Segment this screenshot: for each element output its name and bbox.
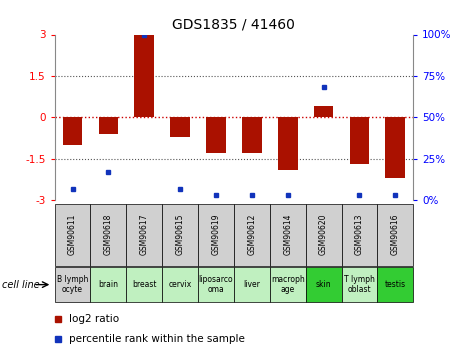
Bar: [55, 267, 91, 302]
Text: liposarco
oma: liposarco oma: [199, 275, 233, 294]
Bar: [134, 34, 154, 117]
Text: macroph
age: macroph age: [271, 275, 304, 294]
Text: GSM90616: GSM90616: [391, 214, 400, 255]
Bar: [91, 267, 126, 302]
Bar: [378, 204, 413, 266]
Text: skin: skin: [316, 280, 332, 289]
Text: cell line: cell line: [2, 280, 40, 289]
Text: GSM90615: GSM90615: [176, 214, 185, 255]
Bar: [270, 204, 306, 266]
Text: GSM90617: GSM90617: [140, 214, 149, 255]
Bar: [342, 204, 378, 266]
Bar: [55, 204, 91, 266]
Text: breast: breast: [132, 280, 157, 289]
Bar: [306, 204, 342, 266]
Text: liver: liver: [243, 280, 260, 289]
Text: cervix: cervix: [169, 280, 192, 289]
Bar: [378, 267, 413, 302]
Text: GSM90619: GSM90619: [211, 214, 220, 255]
Bar: [126, 267, 162, 302]
Text: brain: brain: [98, 280, 118, 289]
Bar: [98, 117, 118, 134]
Bar: [162, 204, 198, 266]
Text: GSM90618: GSM90618: [104, 214, 113, 255]
Bar: [63, 117, 83, 145]
Bar: [270, 267, 306, 302]
Bar: [242, 117, 262, 153]
Bar: [234, 267, 270, 302]
Title: GDS1835 / 41460: GDS1835 / 41460: [172, 18, 295, 32]
Text: GSM90612: GSM90612: [247, 214, 257, 255]
Bar: [306, 267, 342, 302]
Bar: [162, 267, 198, 302]
Bar: [126, 204, 162, 266]
Bar: [198, 267, 234, 302]
Bar: [91, 204, 126, 266]
Text: B lymph
ocyte: B lymph ocyte: [57, 275, 88, 294]
Bar: [385, 117, 405, 178]
Text: log2 ratio: log2 ratio: [69, 314, 119, 324]
Bar: [234, 204, 270, 266]
Bar: [314, 106, 333, 117]
Bar: [198, 204, 234, 266]
Bar: [350, 117, 370, 164]
Text: GSM90614: GSM90614: [283, 214, 292, 255]
Bar: [206, 117, 226, 153]
Text: GSM90620: GSM90620: [319, 214, 328, 255]
Text: testis: testis: [385, 280, 406, 289]
Bar: [342, 267, 378, 302]
Text: GSM90611: GSM90611: [68, 214, 77, 255]
Bar: [278, 117, 298, 170]
Text: T lymph
oblast: T lymph oblast: [344, 275, 375, 294]
Bar: [170, 117, 190, 137]
Text: percentile rank within the sample: percentile rank within the sample: [69, 334, 245, 344]
Text: GSM90613: GSM90613: [355, 214, 364, 255]
